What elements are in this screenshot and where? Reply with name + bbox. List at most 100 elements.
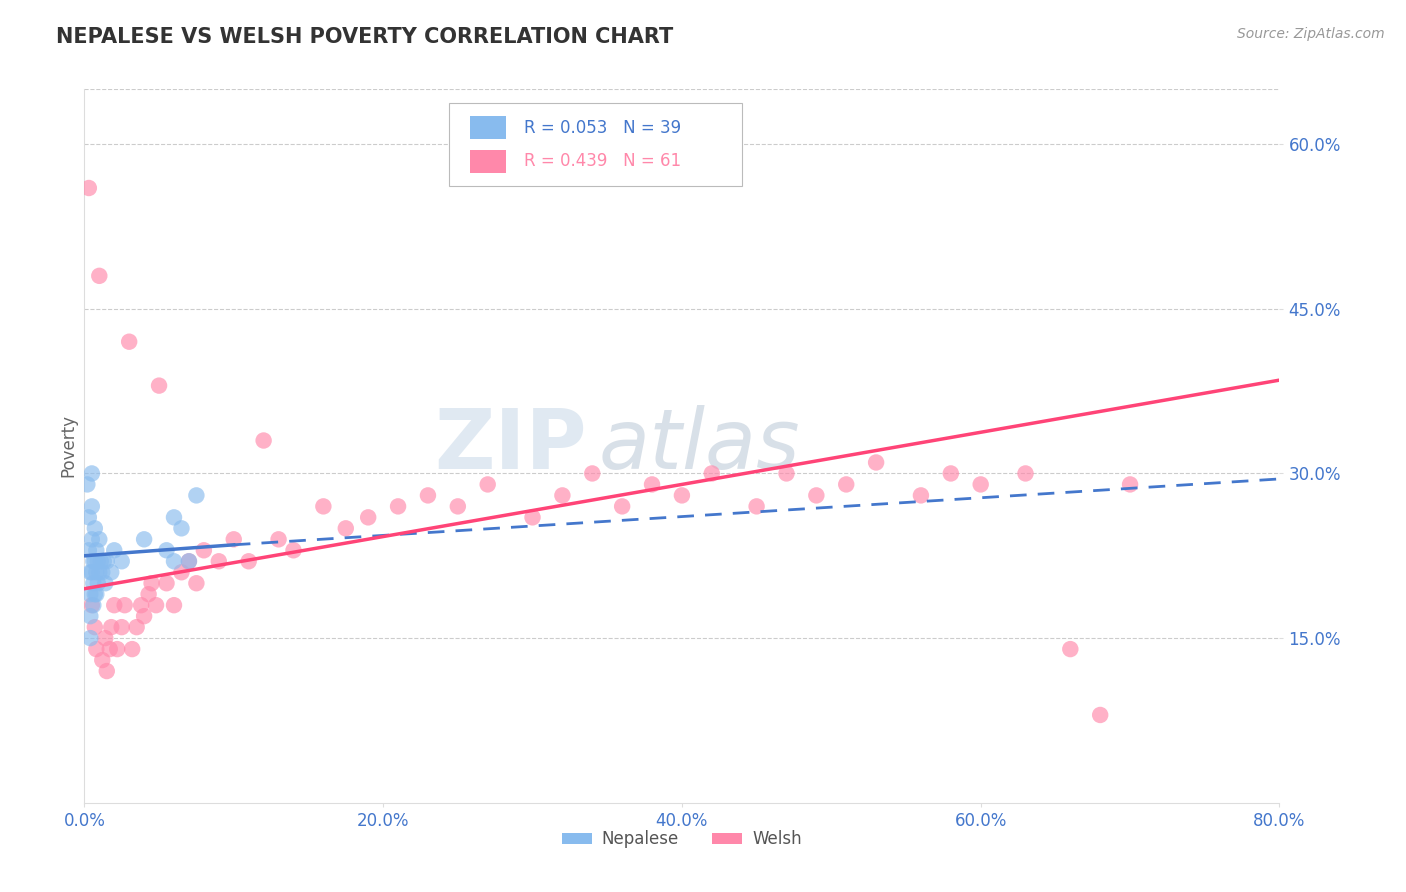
Text: NEPALESE VS WELSH POVERTY CORRELATION CHART: NEPALESE VS WELSH POVERTY CORRELATION CH… — [56, 27, 673, 46]
Point — [806, 488, 828, 502]
Point — [939, 467, 962, 481]
Point — [357, 510, 380, 524]
Point — [82, 554, 104, 568]
Point — [283, 543, 305, 558]
Point — [86, 642, 108, 657]
Point — [80, 500, 103, 514]
Point — [193, 543, 215, 558]
Point — [253, 434, 276, 448]
Point — [86, 587, 108, 601]
Point — [835, 477, 858, 491]
Point — [79, 587, 101, 601]
Y-axis label: Poverty: Poverty — [59, 415, 77, 477]
Point — [163, 510, 186, 524]
Bar — [471, 116, 506, 139]
Point — [80, 533, 103, 547]
Point — [387, 500, 409, 514]
Point — [86, 543, 108, 558]
Point — [87, 554, 110, 568]
Point — [312, 500, 335, 514]
Point — [1090, 708, 1112, 723]
Point — [865, 455, 887, 469]
Point — [105, 642, 128, 657]
Point — [82, 598, 104, 612]
Point — [1119, 477, 1142, 491]
Point — [775, 467, 797, 481]
Point — [700, 467, 723, 481]
Point — [155, 543, 177, 558]
Point — [581, 467, 603, 481]
Point — [970, 477, 993, 491]
Point — [1014, 467, 1036, 481]
Point — [114, 598, 136, 612]
Point — [141, 576, 163, 591]
Point — [671, 488, 693, 502]
Point — [83, 521, 105, 535]
Point — [186, 488, 208, 502]
Point — [170, 566, 193, 580]
Point — [93, 554, 115, 568]
Point — [98, 642, 121, 657]
Point — [89, 533, 111, 547]
Point — [103, 598, 125, 612]
Point — [87, 576, 110, 591]
Point — [80, 566, 103, 580]
Bar — [471, 150, 506, 173]
Point — [745, 500, 768, 514]
Point — [80, 598, 103, 612]
Point — [145, 598, 167, 612]
Bar — [449, 103, 742, 186]
Point — [267, 533, 290, 547]
Point — [76, 477, 98, 491]
Point — [80, 467, 103, 481]
Text: R = 0.439   N = 61: R = 0.439 N = 61 — [524, 153, 682, 170]
Point — [148, 378, 170, 392]
Point — [79, 609, 101, 624]
Point — [612, 500, 634, 514]
Point — [118, 334, 141, 349]
Text: ZIP: ZIP — [434, 406, 586, 486]
Point — [100, 620, 122, 634]
Point — [82, 576, 104, 591]
Point — [89, 268, 111, 283]
Point — [90, 554, 112, 568]
Text: atlas: atlas — [599, 406, 800, 486]
Point — [125, 620, 148, 634]
Point — [121, 642, 143, 657]
Point — [222, 533, 245, 547]
Point — [89, 566, 111, 580]
Point — [132, 533, 156, 547]
Point — [170, 521, 193, 535]
Point — [177, 554, 200, 568]
Point — [94, 576, 117, 591]
Text: R = 0.053   N = 39: R = 0.053 N = 39 — [524, 119, 682, 136]
Point — [132, 609, 156, 624]
Point — [100, 566, 122, 580]
Point — [96, 554, 118, 568]
Point — [79, 631, 101, 645]
Point — [447, 500, 470, 514]
Point — [83, 620, 105, 634]
Point — [83, 554, 105, 568]
Point — [477, 477, 499, 491]
Point — [177, 554, 200, 568]
Point — [208, 554, 231, 568]
Point — [77, 543, 100, 558]
Point — [111, 554, 134, 568]
Point — [94, 631, 117, 645]
Point — [186, 576, 208, 591]
Point — [163, 554, 186, 568]
Point — [335, 521, 357, 535]
Point — [111, 620, 134, 634]
Point — [238, 554, 260, 568]
Point — [522, 510, 544, 524]
Point — [96, 664, 118, 678]
Point — [91, 653, 114, 667]
Legend: Nepalese, Welsh: Nepalese, Welsh — [555, 824, 808, 855]
Point — [77, 510, 100, 524]
Point — [641, 477, 664, 491]
Point — [86, 566, 108, 580]
Point — [1059, 642, 1081, 657]
Point — [163, 598, 186, 612]
Point — [83, 587, 105, 601]
